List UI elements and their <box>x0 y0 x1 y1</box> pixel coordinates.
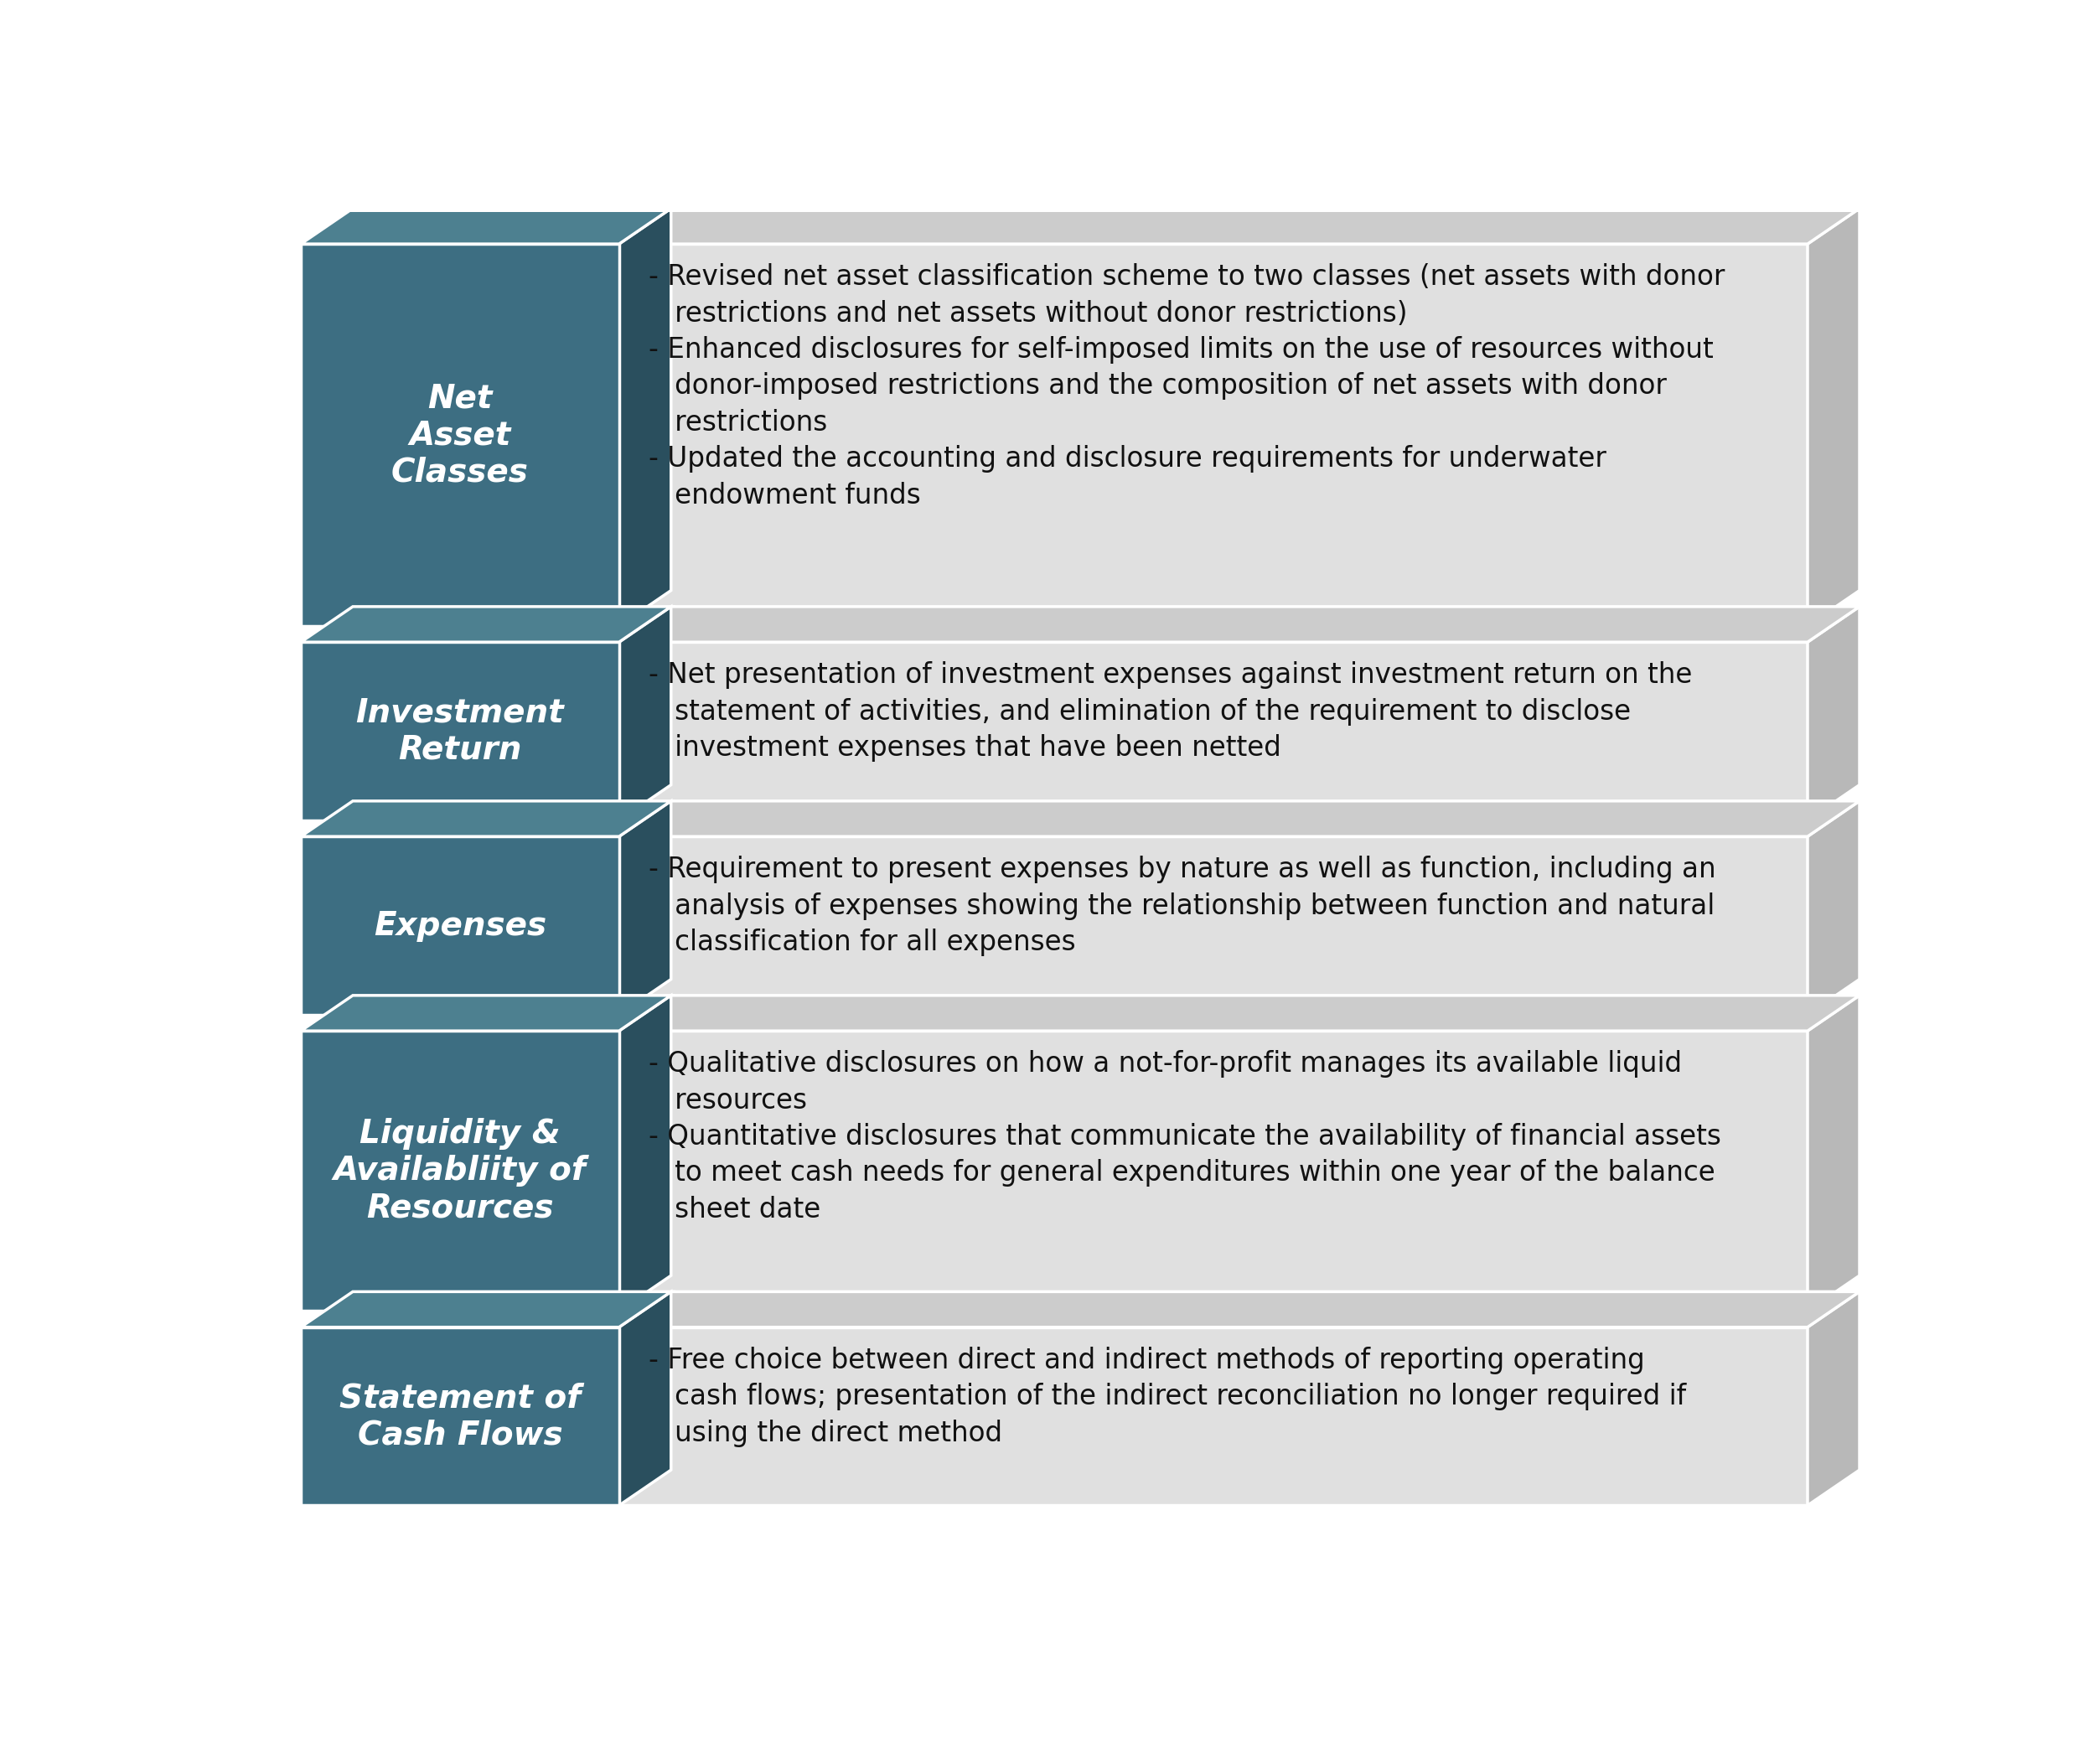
Polygon shape <box>1808 208 1860 626</box>
Polygon shape <box>1808 801 1860 1014</box>
Polygon shape <box>620 995 1860 1030</box>
Polygon shape <box>302 995 670 1030</box>
Polygon shape <box>1808 1291 1860 1505</box>
Polygon shape <box>620 208 1860 243</box>
Polygon shape <box>620 1291 1860 1327</box>
Polygon shape <box>302 642 620 820</box>
Polygon shape <box>620 607 670 820</box>
Polygon shape <box>620 607 1860 642</box>
Polygon shape <box>302 1327 620 1505</box>
Text: - Revised net asset classification scheme to two classes (net assets with donor
: - Revised net asset classification schem… <box>647 263 1724 510</box>
Polygon shape <box>620 836 1808 1014</box>
Polygon shape <box>620 1327 1808 1505</box>
Polygon shape <box>620 642 1808 820</box>
Polygon shape <box>1808 995 1860 1311</box>
Polygon shape <box>620 1030 1808 1311</box>
Text: - Requirement to present expenses by nature as well as function, including an
  : - Requirement to present expenses by nat… <box>647 856 1716 956</box>
Text: Investment
Return: Investment Return <box>356 697 564 766</box>
Polygon shape <box>620 801 670 1014</box>
Polygon shape <box>302 208 670 243</box>
Text: Net
Asset
Classes: Net Asset Classes <box>392 383 528 487</box>
Polygon shape <box>620 208 670 626</box>
Polygon shape <box>620 801 1860 836</box>
Polygon shape <box>302 1030 620 1311</box>
Text: - Net presentation of investment expenses against investment return on the
   st: - Net presentation of investment expense… <box>647 662 1693 762</box>
Polygon shape <box>302 836 620 1014</box>
Text: Expenses: Expenses <box>373 910 547 942</box>
Polygon shape <box>620 1291 670 1505</box>
Text: - Qualitative disclosures on how a not-for-profit manages its available liquid
 : - Qualitative disclosures on how a not-f… <box>647 1050 1720 1224</box>
Polygon shape <box>302 607 670 642</box>
Polygon shape <box>620 243 1808 626</box>
Polygon shape <box>302 1291 670 1327</box>
Polygon shape <box>302 243 620 626</box>
Polygon shape <box>1808 607 1860 820</box>
Polygon shape <box>620 995 670 1311</box>
Text: Liquidity &
Availabliity of
Resources: Liquidity & Availabliity of Resources <box>333 1118 587 1224</box>
Text: - Free choice between direct and indirect methods of reporting operating
   cash: - Free choice between direct and indirec… <box>647 1346 1686 1446</box>
Text: Statement of
Cash Flows: Statement of Cash Flows <box>339 1381 580 1450</box>
Polygon shape <box>302 801 670 836</box>
